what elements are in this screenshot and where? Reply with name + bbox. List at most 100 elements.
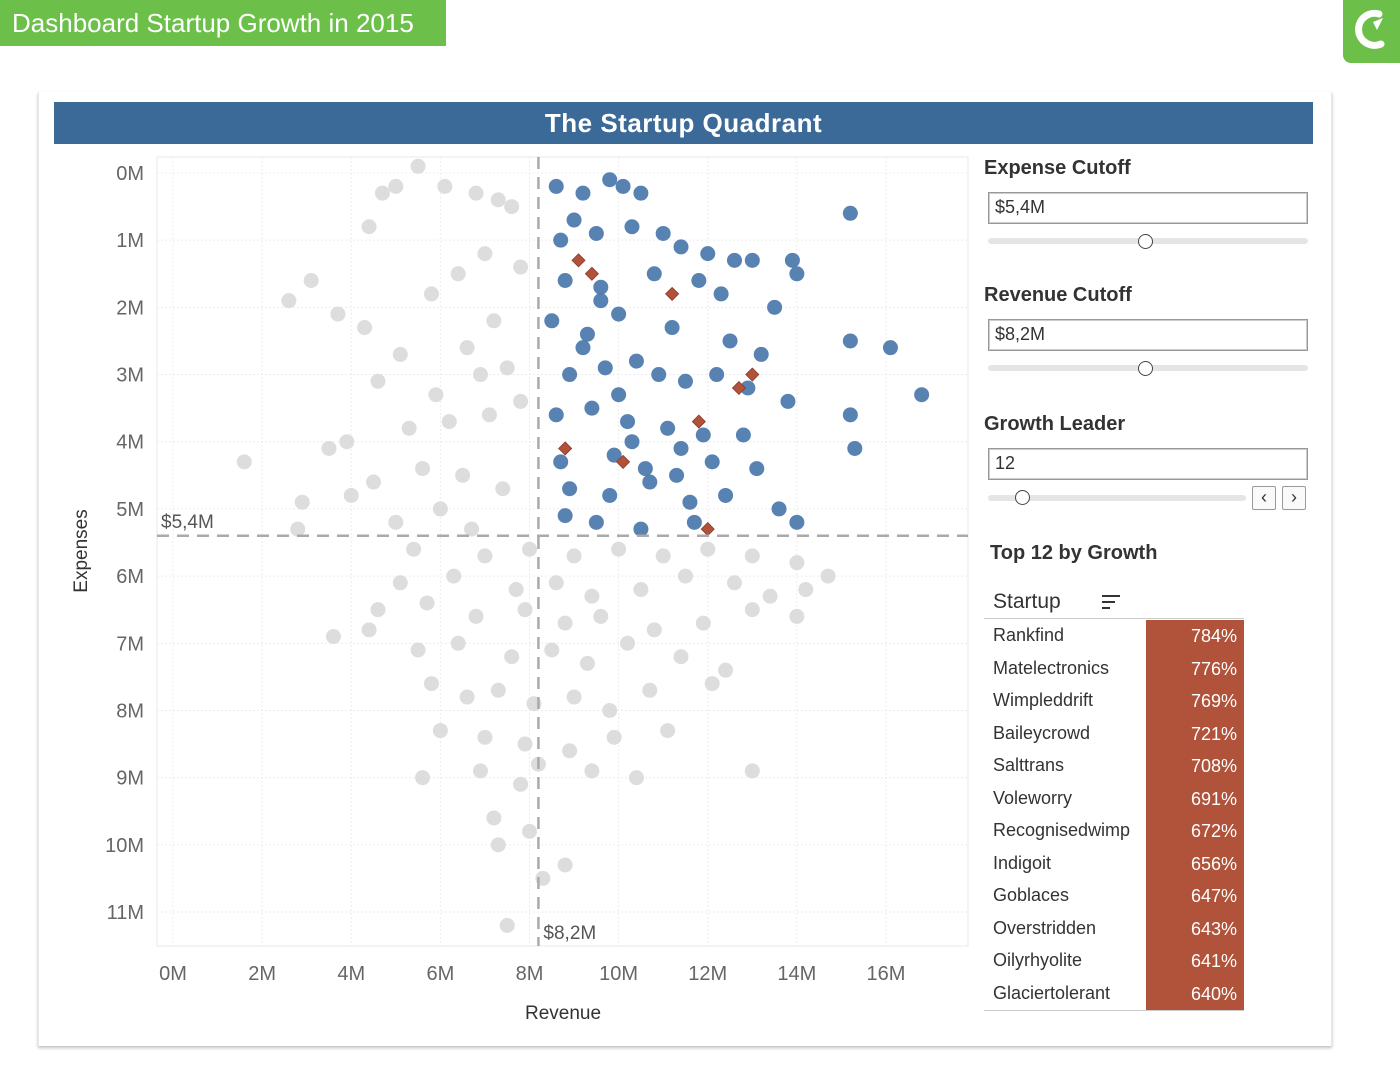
quadrant-point xyxy=(548,178,564,194)
other-point xyxy=(441,414,457,430)
other-point xyxy=(495,481,511,497)
other-point xyxy=(566,548,582,564)
y-tick-label: 8M xyxy=(116,700,144,722)
other-point xyxy=(646,622,662,638)
other-point xyxy=(486,810,502,826)
table-row[interactable]: Salttrans 708% xyxy=(984,750,1244,783)
other-point xyxy=(490,192,506,208)
other-point xyxy=(820,568,836,584)
quadrant-point xyxy=(611,387,627,403)
other-point xyxy=(432,501,448,517)
leader-point xyxy=(665,286,680,301)
growth-leader-input[interactable]: 12 xyxy=(988,448,1308,480)
other-point xyxy=(513,393,529,409)
table-bottom-divider xyxy=(984,1010,1244,1011)
table-row[interactable]: Oilyrhyolite 641% xyxy=(984,945,1244,978)
other-point xyxy=(468,185,484,201)
table-row[interactable]: Baileycrowd 721% xyxy=(984,717,1244,750)
other-point xyxy=(660,723,676,739)
leader-point xyxy=(584,266,599,281)
startup-name: Glaciertolerant xyxy=(993,982,1111,1003)
y-tick-label: 2M xyxy=(116,297,144,319)
quadrant-point xyxy=(914,387,930,403)
other-point xyxy=(490,682,506,698)
growth-leader-slider-thumb[interactable] xyxy=(1014,490,1030,505)
table-column-header[interactable]: Startup xyxy=(993,590,1061,613)
growth-value: 691% xyxy=(1146,782,1244,815)
quadrant-point xyxy=(575,185,591,201)
quadrant-point xyxy=(704,454,720,470)
growth-value: 643% xyxy=(1146,912,1244,945)
other-point xyxy=(611,541,627,557)
x-tick-label: 2M xyxy=(248,963,276,985)
other-point xyxy=(513,259,529,275)
other-point xyxy=(789,608,805,624)
table-row[interactable]: Indigoit 656% xyxy=(984,847,1244,880)
expense-cutoff-input[interactable]: $5,4M xyxy=(988,192,1308,224)
revenue-cutoff-input[interactable]: $8,2M xyxy=(988,319,1308,351)
quadrant-point xyxy=(575,340,591,356)
quadrant-point xyxy=(548,407,564,423)
quadrant-point xyxy=(593,293,609,309)
startup-name: Salttrans xyxy=(993,755,1065,775)
startup-name: Recognisedwimp xyxy=(993,820,1131,840)
revenue-cutoff-slider-thumb[interactable] xyxy=(1137,361,1153,376)
startup-name: Overstridden xyxy=(993,917,1097,938)
growth-value: 672% xyxy=(1146,815,1244,848)
other-point xyxy=(606,729,622,745)
startup-name: Matelectronics xyxy=(993,657,1110,678)
growth-leader-slider[interactable] xyxy=(988,495,1246,501)
growth-value: 647% xyxy=(1146,880,1244,913)
table-row[interactable]: Wimpleddrift 769% xyxy=(984,685,1244,718)
quadrant-point xyxy=(713,286,729,302)
other-point xyxy=(281,293,297,309)
quadrant-point xyxy=(655,225,671,241)
other-point xyxy=(744,763,760,779)
other-point xyxy=(744,602,760,618)
other-point xyxy=(557,857,573,873)
other-point xyxy=(388,178,404,194)
other-point xyxy=(593,608,609,624)
other-point xyxy=(628,770,644,786)
y-tick-label: 10M xyxy=(105,835,144,857)
y-tick-label: 0M xyxy=(116,163,144,185)
other-point xyxy=(339,434,355,450)
chevron-left-icon[interactable]: ‹ xyxy=(1252,486,1276,510)
other-point xyxy=(517,602,533,618)
quadrant-point xyxy=(677,373,693,389)
quadrant-point xyxy=(842,407,858,423)
other-point xyxy=(330,306,346,322)
quadrant-point xyxy=(660,420,676,436)
table-row[interactable]: Rankfind 784% xyxy=(984,620,1244,653)
other-point xyxy=(455,467,471,483)
other-point xyxy=(490,837,506,853)
other-point xyxy=(472,367,488,383)
other-point xyxy=(584,588,600,604)
quadrant-point xyxy=(771,501,787,517)
startup-name: Voleworry xyxy=(993,787,1073,808)
table-row[interactable]: Goblaces 647% xyxy=(984,880,1244,913)
table-row[interactable]: Glaciertolerant 640% xyxy=(984,977,1244,1010)
leader-point xyxy=(691,414,706,429)
table-row[interactable]: Overstridden 643% xyxy=(984,912,1244,945)
table-row[interactable]: Voleworry 691% xyxy=(984,782,1244,815)
y-tick-label: 5M xyxy=(116,499,144,521)
quadrant-point xyxy=(620,414,636,430)
startup-name: Indigoit xyxy=(993,852,1052,873)
other-point xyxy=(642,682,658,698)
quadrant-point xyxy=(780,393,796,409)
table-row[interactable]: Matelectronics 776% xyxy=(984,652,1244,685)
other-point xyxy=(374,185,390,201)
quadrant-point xyxy=(597,360,613,376)
growth-value: 721% xyxy=(1146,717,1244,750)
x-tick-label: 4M xyxy=(337,963,365,985)
startup-name: Baileycrowd xyxy=(993,722,1091,743)
expense-cutoff-slider-thumb[interactable] xyxy=(1137,234,1153,249)
table-row[interactable]: Recognisedwimp 672% xyxy=(984,815,1244,848)
quadrant-point xyxy=(784,252,800,268)
sort-icon[interactable] xyxy=(1102,595,1122,613)
other-point xyxy=(718,662,734,678)
other-point xyxy=(486,313,502,329)
chevron-right-icon[interactable]: › xyxy=(1282,486,1306,510)
y-tick-label: 11M xyxy=(107,902,144,924)
